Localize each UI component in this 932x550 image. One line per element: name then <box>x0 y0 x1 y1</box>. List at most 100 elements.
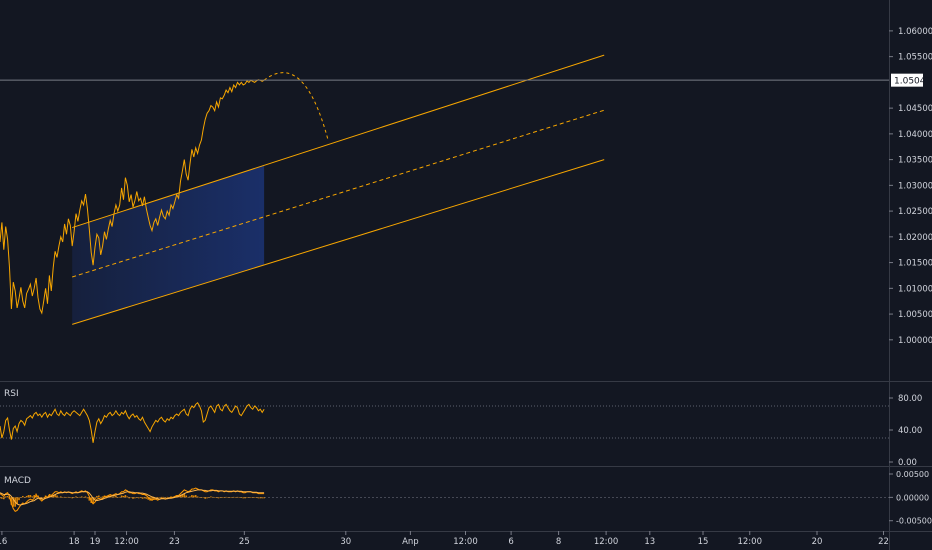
rsi-pane[interactable]: RSI <box>0 389 889 443</box>
macd-histogram-bar <box>71 497 73 499</box>
time-tick-label: 19 <box>90 537 101 547</box>
macd-histogram-bar <box>60 496 62 498</box>
macd-histogram-bar <box>16 497 18 504</box>
main-price-pane[interactable] <box>0 54 889 325</box>
macd-histogram-bar <box>130 497 132 498</box>
macd-histogram-bar <box>75 496 77 498</box>
macd-histogram-bar <box>158 497 161 498</box>
macd-histogram-bar <box>215 497 218 498</box>
macd-histogram-bar <box>166 496 168 498</box>
macd-histogram-bar <box>179 495 182 498</box>
macd-histogram-bar <box>48 495 51 498</box>
macd-histogram-bar <box>63 496 66 498</box>
channel-middle-line[interactable] <box>72 109 605 278</box>
macd-histogram-bar <box>98 495 100 498</box>
macd-histogram-bar <box>183 493 186 498</box>
time-tick-label: 12:00 <box>453 537 478 547</box>
macd-histogram-bar <box>122 495 125 498</box>
macd-histogram-bar <box>94 497 96 500</box>
macd-label: MACD <box>4 476 31 486</box>
channel-upper-line[interactable] <box>72 54 605 229</box>
macd-histogram-bar <box>12 497 15 507</box>
price-axis[interactable]: 1.06000 1.05500 1.04500 1.04000 1.03500 1.030… <box>889 27 932 346</box>
macd-tick-label: 0.00500 <box>896 470 929 479</box>
macd-histogram-bar <box>86 497 89 499</box>
macd-histogram-bar <box>210 496 212 498</box>
macd-histogram-bar <box>162 496 165 498</box>
price-tick-label: 1.01000 <box>898 284 932 294</box>
price-tick-label: 1.03500 <box>898 156 932 166</box>
macd-histogram-bar <box>229 497 231 498</box>
macd-histogram-bar <box>147 497 149 500</box>
price-tick-label: 1.02000 <box>898 233 932 243</box>
macd-histogram-bar <box>212 496 214 498</box>
rsi-tick-label: 40.00 <box>898 426 922 436</box>
macd-histogram-bar <box>137 497 140 499</box>
macd-histogram-bar <box>246 497 248 498</box>
macd-histogram-bar <box>111 496 113 498</box>
time-tick-label: 16 <box>0 537 7 547</box>
macd-histogram-bar <box>54 494 56 498</box>
macd-histogram-bar <box>0 497 1 499</box>
price-tick-label: 1.00500 <box>898 310 932 320</box>
price-tick-label: 1.06000 <box>898 27 932 37</box>
macd-histogram-bar <box>156 497 159 499</box>
macd-histogram-bar <box>164 497 167 498</box>
macd-histogram-bar <box>25 495 28 498</box>
regression-channel[interactable] <box>72 54 605 325</box>
macd-histogram-bar <box>189 496 191 498</box>
macd-histogram-bar <box>227 497 229 498</box>
macd-histogram-bar <box>132 497 134 499</box>
macd-histogram-bar <box>248 497 250 498</box>
price-line <box>0 79 265 315</box>
time-tick-label: 8 <box>556 537 561 547</box>
channel-fill-area <box>72 165 265 325</box>
macd-histogram-bar <box>198 497 201 498</box>
time-tick-label: 25 <box>239 537 250 547</box>
rsi-axis[interactable]: 80.00 40.00 0.00 <box>889 394 922 468</box>
price-tick-label: 1.02500 <box>898 207 932 217</box>
macd-histogram-bar <box>193 495 195 498</box>
rsi-series <box>0 402 265 443</box>
macd-histogram-bar <box>225 496 227 498</box>
time-axis[interactable]: 16 18 19 12:00 23 25 30 Anp 12:00 6 8 12:00 13 15 12:0… <box>0 531 889 547</box>
macd-histogram-bar <box>231 497 233 498</box>
macd-histogram-bar <box>234 497 237 498</box>
rsi-line <box>0 402 265 443</box>
macd-histogram-bar <box>221 497 224 498</box>
macd-histogram-bar <box>232 496 235 498</box>
macd-histogram-bar <box>153 497 155 500</box>
macd-histogram-bar <box>145 497 148 499</box>
macd-histogram-bar <box>27 495 30 498</box>
macd-axis[interactable]: 0.00500 0.00000 -0.00500 <box>889 470 932 526</box>
macd-histogram-bar <box>187 496 189 498</box>
macd-histogram-bar <box>151 497 153 501</box>
macd-histogram-bar <box>82 497 85 498</box>
macd-histogram-bar <box>196 496 199 498</box>
macd-histogram-bar <box>200 497 203 498</box>
macd-histogram-bar <box>251 497 254 498</box>
rsi-tick-label: 80.00 <box>898 394 922 404</box>
time-tick-label: Anp <box>402 537 419 547</box>
macd-histogram-bar <box>240 497 243 498</box>
macd-histogram-bar <box>4 496 7 498</box>
macd-histogram-bar <box>219 497 222 498</box>
macd-histogram-bar <box>113 496 115 498</box>
macd-histogram-bar <box>206 497 208 499</box>
macd-pane[interactable]: MACD <box>0 476 889 513</box>
last-price-text: 1.05043 <box>894 77 931 87</box>
macd-histogram-bar <box>23 497 26 498</box>
macd-tick-label: -0.00500 <box>896 517 932 526</box>
macd-histogram-bar <box>253 497 256 498</box>
channel-lower-line[interactable] <box>72 159 605 325</box>
macd-histogram-bar <box>257 497 260 499</box>
macd-histogram-bar <box>236 496 239 498</box>
last-price-badge-bg <box>891 73 923 87</box>
macd-histogram-bar <box>69 497 72 498</box>
macd-histogram-bar <box>261 497 263 499</box>
macd-histogram-bar <box>217 497 220 499</box>
price-tick-label: 1.03000 <box>898 181 932 191</box>
macd-histogram-bar <box>118 496 121 498</box>
price-tick-label: 1.01500 <box>898 259 932 269</box>
